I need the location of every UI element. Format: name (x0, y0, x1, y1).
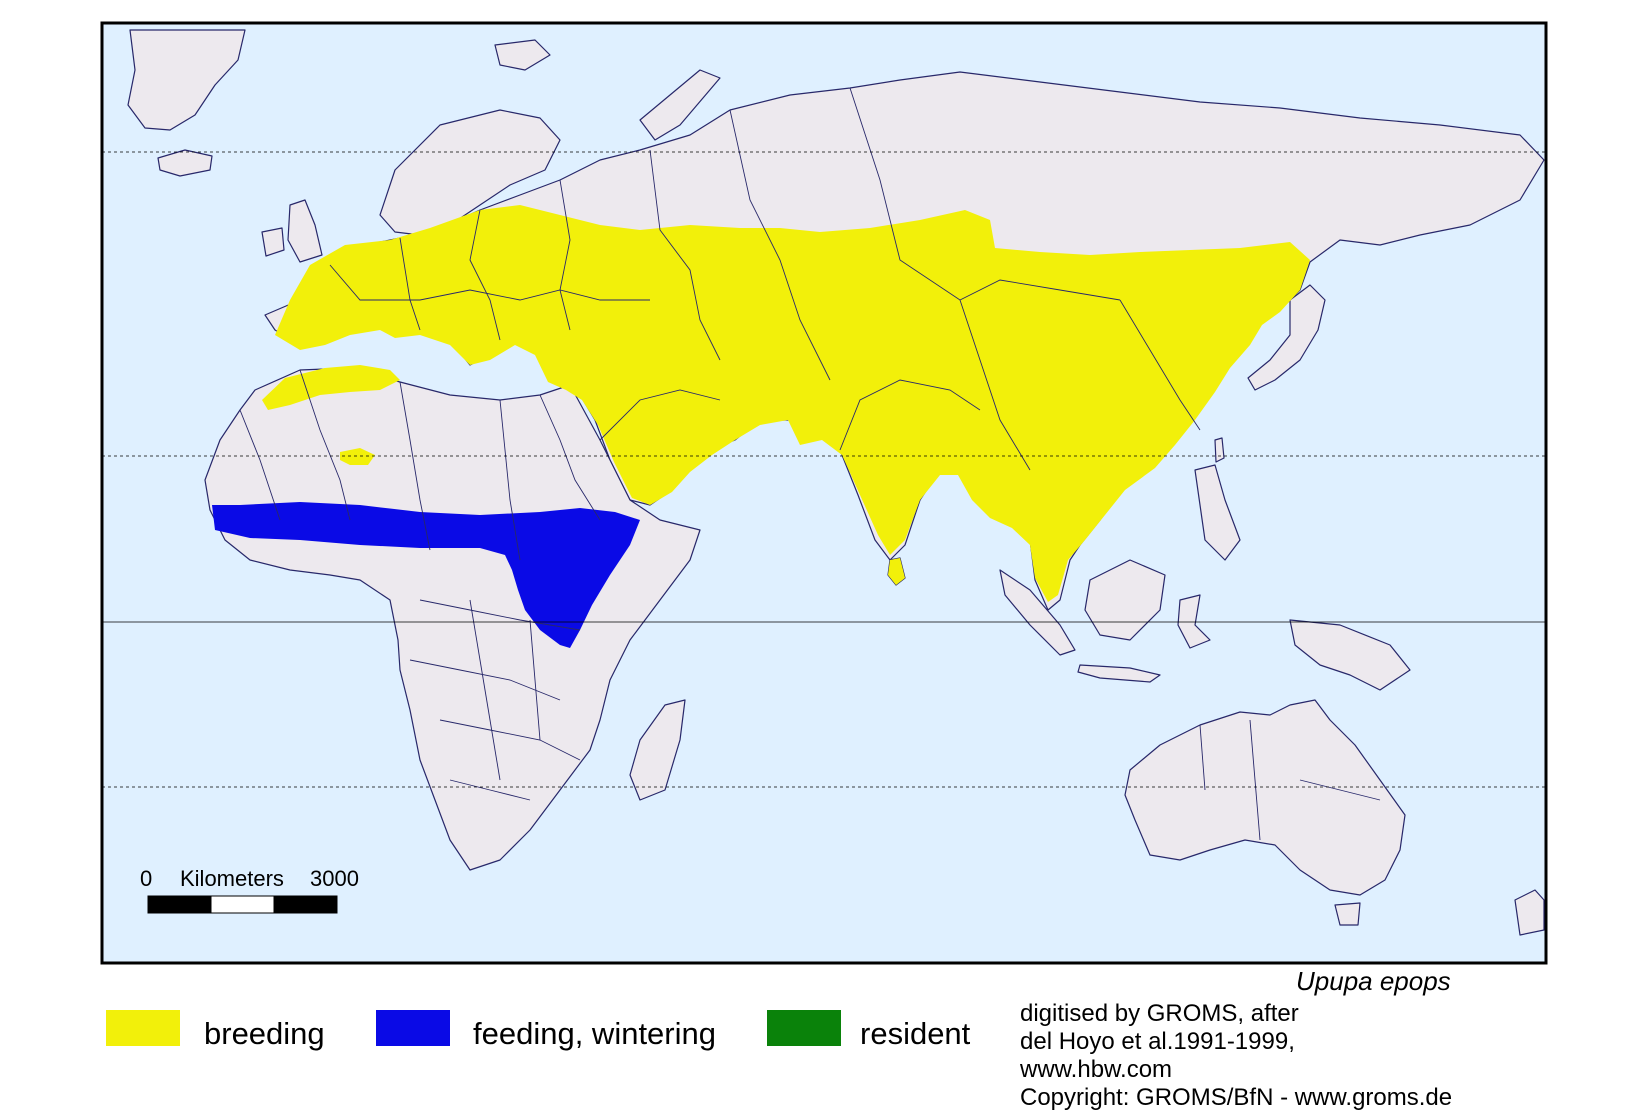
land-novaya-zemlya (639, 69, 721, 141)
land-newguinea (1289, 619, 1411, 691)
species-name: Upupa epops (1296, 966, 1451, 996)
scale-bar-segment-2 (210, 895, 275, 914)
credits: digitised by GROMS, after del Hoyo et al… (1020, 1000, 1452, 1112)
legend-label-wintering: feeding, wintering (473, 1016, 716, 1051)
credit-line-2: del Hoyo et al.1991-1999, (1020, 1028, 1295, 1055)
wintering-range-sahel (212, 502, 640, 648)
land-philippines (1194, 464, 1241, 561)
breeding-range-eurasia (275, 205, 1310, 602)
country-borders (239, 87, 1381, 841)
scale-bar-segment-3 (273, 895, 338, 914)
scale-bar-unit-label: Kilometers (180, 866, 284, 891)
land-ireland (261, 227, 285, 257)
land-taiwan (1214, 437, 1225, 463)
land-sulawesi (1177, 594, 1211, 649)
land-tasmania (1334, 902, 1361, 926)
legend-label-resident: resident (860, 1016, 971, 1051)
legend-label-breeding: breeding (204, 1016, 325, 1051)
breeding-range-srilanka (888, 558, 905, 585)
legend-swatch-breeding (106, 1010, 180, 1046)
scale-bar-end-label: 3000 (310, 866, 359, 891)
land-australia (1124, 699, 1406, 896)
land-borneo (1084, 559, 1166, 641)
legend-swatch-resident (767, 1010, 841, 1046)
land-newzealand (1514, 889, 1545, 936)
land-japan (1247, 284, 1326, 391)
credit-line-3: www.hbw.com (1020, 1056, 1173, 1083)
graticule (102, 151, 1546, 788)
legend-swatch-wintering (376, 1010, 450, 1046)
land-iceland (157, 149, 213, 177)
map-frame (100, 21, 1548, 965)
land-java (1077, 664, 1161, 683)
scale-bar-segment-1 (147, 895, 212, 914)
land-britain (287, 199, 323, 263)
land-svalbard (494, 39, 551, 71)
credit-line-1: digitised by GROMS, after (1020, 1000, 1299, 1027)
breeding-range-sahara-spot (340, 448, 375, 465)
land-sumatra (999, 569, 1076, 656)
breeding-range (262, 205, 1310, 602)
land-greenland (127, 29, 246, 131)
wintering-range (212, 502, 640, 648)
land-madagascar (629, 699, 686, 801)
breeding-range-north-africa (262, 365, 400, 410)
credit-line-4: Copyright: GROMS/BfN - www.groms.de (1020, 1084, 1453, 1111)
land-africa (204, 367, 701, 871)
scale-bar (147, 895, 338, 914)
scale-bar-start-label: 0 (140, 866, 153, 891)
